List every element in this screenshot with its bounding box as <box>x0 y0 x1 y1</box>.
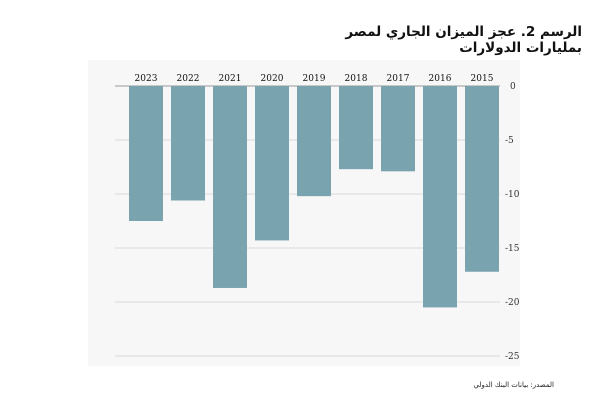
x-tick-label: 2022 <box>177 74 200 84</box>
bar-2019 <box>297 86 331 197</box>
bar-2020 <box>255 86 289 241</box>
bar-2023 <box>129 86 163 221</box>
y-tick-label: -25 <box>505 352 520 362</box>
x-tick-label: 2023 <box>135 74 158 84</box>
x-tick-label: 2020 <box>261 74 284 84</box>
bar-2018 <box>339 86 373 170</box>
bar-2022 <box>171 86 205 201</box>
source-note: المصدر: بيانات البنك الدولي <box>473 381 554 389</box>
chart-title: الرسم 2. عجز الميزان الجاري لمصر بمليارا… <box>345 24 582 56</box>
bar-2021 <box>213 86 247 288</box>
x-tick-label: 2018 <box>345 74 368 84</box>
x-tick-label: 2016 <box>429 74 452 84</box>
x-tick-label: 2015 <box>471 74 494 84</box>
y-tick-label: -10 <box>505 190 520 200</box>
y-tick-label: -5 <box>505 136 514 146</box>
y-tick-label: 0 <box>510 82 516 92</box>
x-tick-label: 2021 <box>219 74 242 84</box>
bar-2015 <box>465 86 499 272</box>
x-tick-label: 2019 <box>303 74 326 84</box>
bar-2017 <box>381 86 415 172</box>
y-tick-label: -20 <box>505 298 520 308</box>
title-line-2: بمليارات الدولارات <box>459 40 582 56</box>
title-line-1: الرسم 2. عجز الميزان الجاري لمصر <box>345 24 582 40</box>
x-tick-label: 2017 <box>387 74 410 84</box>
bar-2016 <box>423 86 457 308</box>
y-tick-label: -15 <box>505 244 520 254</box>
